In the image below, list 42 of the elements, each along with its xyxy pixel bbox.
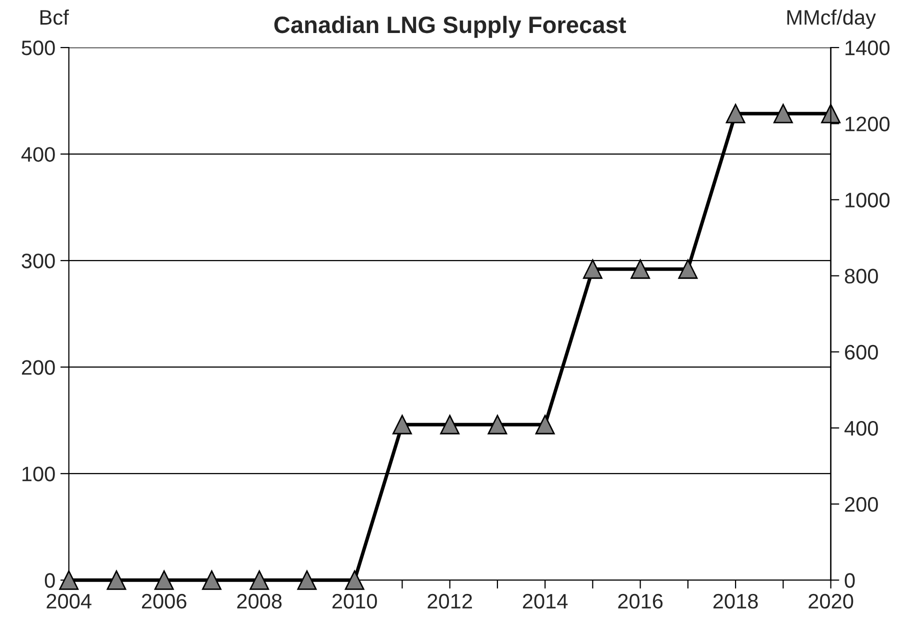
point — [726, 104, 746, 124]
y2-axis-title: MMcf/day — [787, 9, 876, 29]
point — [773, 104, 793, 124]
y2-tick-label: 400 — [844, 420, 878, 436]
point — [250, 570, 270, 590]
point — [440, 414, 460, 434]
y2-tick-label: 1200 — [846, 116, 890, 132]
point — [392, 414, 412, 434]
x-tick-label: 2010 — [332, 594, 377, 609]
x-tick-label: 2016 — [618, 594, 663, 609]
y-tick-label: 200 — [22, 360, 55, 375]
point — [678, 259, 698, 279]
point — [488, 414, 508, 434]
point — [630, 259, 650, 279]
x-tick-label: 2018 — [713, 594, 758, 609]
y2-tick-label: 1400 — [846, 40, 890, 56]
point — [582, 259, 602, 279]
y-tick-label: 0 — [44, 573, 55, 588]
x-tick-label: 2004 — [46, 594, 92, 609]
x-tick-label: 2020 — [808, 594, 854, 609]
y2-tick-label: 800 — [844, 268, 878, 284]
point — [535, 414, 555, 434]
y-tick-label: 300 — [22, 254, 55, 268]
point — [106, 570, 126, 590]
point — [154, 570, 174, 590]
x-tick-label: 2006 — [142, 594, 186, 609]
y-tick-label: 500 — [22, 40, 55, 56]
point — [297, 570, 317, 590]
y2-tick-label: 1000 — [846, 192, 890, 208]
x-tick-label: 2012 — [428, 594, 472, 609]
point — [59, 570, 79, 590]
x-tick-label: 2014 — [522, 594, 568, 609]
y2-tick-label: 200 — [845, 497, 878, 512]
point — [344, 570, 364, 590]
y-tick-label: 100 — [22, 466, 55, 482]
y2-tick-label: 600 — [845, 344, 878, 360]
y-axis-title: Bcf — [40, 10, 69, 25]
y2-tick-label: 0 — [844, 573, 855, 588]
point — [202, 570, 222, 590]
y-tick-label: 400 — [21, 147, 55, 162]
chart-title: Canadian LNG Supply Forecast — [274, 16, 626, 38]
x-tick-label: 2008 — [237, 594, 282, 609]
